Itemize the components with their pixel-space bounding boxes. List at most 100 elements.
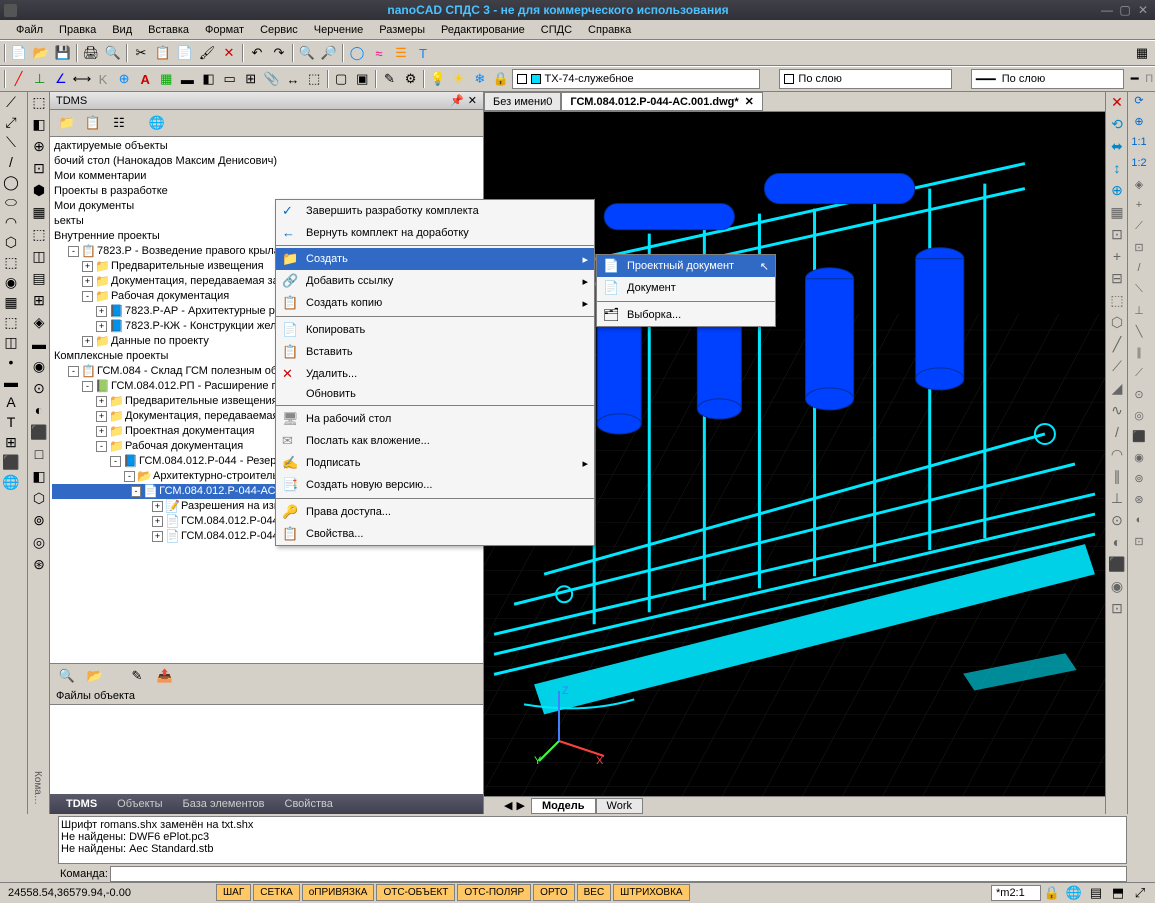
rtool2-20[interactable]: ◐ [1130, 514, 1148, 532]
rtool-16[interactable]: ◠ [1108, 446, 1126, 464]
rtool-6[interactable]: ⊡ [1108, 226, 1126, 244]
ctx-item[interactable]: ←Вернуть комплект на доработку [276, 222, 594, 243]
status-ico-2[interactable]: 🌐 [1064, 883, 1084, 903]
rtool-3[interactable]: ↕ [1108, 160, 1126, 178]
layer-icon[interactable]: ▬ [178, 69, 197, 89]
ltool-17[interactable]: ⊞ [2, 434, 20, 452]
menu-вид[interactable]: Вид [104, 22, 140, 38]
rtool2-8[interactable]: / [1130, 262, 1148, 280]
rtool2-10[interactable]: ⊥ [1130, 304, 1148, 322]
ltool-16[interactable]: T [2, 414, 20, 432]
system-icon[interactable] [4, 4, 17, 17]
ltool2-18[interactable]: ⬡ [30, 490, 48, 508]
menu-редактирование[interactable]: Редактирование [433, 22, 533, 38]
tree-toggle[interactable]: + [96, 426, 107, 437]
tree-toggle[interactable]: + [96, 321, 107, 332]
edit2-icon[interactable]: ⚙ [401, 69, 420, 89]
command-input[interactable] [110, 866, 1127, 882]
menu-сервис[interactable]: Сервис [252, 22, 306, 38]
rtool-21[interactable]: ⬛ [1108, 556, 1126, 574]
status-toggle-оПРИВЯЗКА[interactable]: оПРИВЯЗКА [302, 884, 375, 901]
rtool-8[interactable]: ⊟ [1108, 270, 1126, 288]
edit-obj-icon[interactable]: ✎ [127, 666, 147, 686]
ltool2-5[interactable]: ▦ [30, 204, 48, 222]
ltool2-14[interactable]: ◐ [30, 402, 48, 420]
filter-icon[interactable]: 📂 [85, 666, 105, 686]
tree-toggle[interactable]: - [82, 381, 93, 392]
ctx-item[interactable]: ✍Подписать▸ [276, 452, 594, 474]
rtool-7[interactable]: + [1108, 248, 1126, 266]
ltool2-3[interactable]: ⊡ [30, 160, 48, 178]
maximize-button[interactable]: ▢ [1117, 3, 1133, 17]
find-icon[interactable]: 🔍 [57, 666, 77, 686]
menu-правка[interactable]: Правка [51, 22, 104, 38]
rtool2-5[interactable]: + [1130, 199, 1148, 217]
ltool-19[interactable]: 🌐 [2, 474, 20, 492]
status-toggle-ШАГ[interactable]: ШАГ [216, 884, 251, 901]
tree-toggle[interactable]: + [82, 261, 93, 272]
tdms-tab-база элементов[interactable]: База элементов [173, 796, 275, 812]
print-icon[interactable]: 🖨 [81, 43, 101, 63]
undo-icon[interactable]: ↶ [247, 43, 267, 63]
ltool-11[interactable]: ⬚ [2, 314, 20, 332]
tree-toggle[interactable]: + [96, 396, 107, 407]
rtool-20[interactable]: ◐ [1108, 534, 1126, 552]
ctx-item[interactable]: 🖥На рабочий стол [276, 408, 594, 430]
rtool-1[interactable]: ⟲ [1108, 116, 1126, 134]
palette-icon[interactable]: ▦ [1132, 43, 1152, 63]
rtool2-12[interactable]: ∥ [1130, 346, 1148, 364]
tdms-view2-icon[interactable]: 📋 [83, 113, 103, 133]
ltool-15[interactable]: A [2, 394, 20, 412]
style2-icon[interactable]: ▣ [353, 69, 372, 89]
ltool2-17[interactable]: ◧ [30, 468, 48, 486]
rtool2-1[interactable]: ⊕ [1130, 115, 1148, 133]
ltool-0[interactable]: ⟋ [2, 94, 20, 112]
ltool-6[interactable]: ◠ [2, 214, 20, 232]
status-ico-1[interactable]: 🔒 [1042, 883, 1062, 903]
linetype-combo[interactable]: ━━━ По слою [971, 69, 1124, 89]
clip-icon[interactable]: 📎 [262, 69, 281, 89]
zoom-window-icon[interactable]: 🔎 [319, 43, 339, 63]
close-tab-icon[interactable]: ✕ [745, 95, 754, 108]
ltool-4[interactable]: ◯ [2, 174, 20, 192]
zoom-icon[interactable]: 🔍 [297, 43, 317, 63]
tree-toggle[interactable]: + [96, 306, 107, 317]
new-icon[interactable]: 📄 [9, 43, 29, 63]
ltool2-19[interactable]: ⊚ [30, 512, 48, 530]
compass-icon[interactable]: ⊕ [115, 69, 134, 89]
tree-toggle[interactable]: + [82, 276, 93, 287]
style1-icon[interactable]: ▢ [332, 69, 351, 89]
edit1-icon[interactable]: ✎ [380, 69, 399, 89]
submenu-item[interactable]: 📄Проектный документ↖ [597, 255, 775, 277]
rtool2-18[interactable]: ⊚ [1130, 472, 1148, 490]
scale-field[interactable]: *m2:1 [991, 885, 1041, 901]
circle-tool-icon[interactable]: ◯ [347, 43, 367, 63]
tree-toggle[interactable]: + [96, 411, 107, 422]
ctx-item[interactable]: 📋Свойства... [276, 523, 594, 545]
rtool-12[interactable]: ⟋ [1108, 358, 1126, 376]
ltool2-6[interactable]: ⬚ [30, 226, 48, 244]
ltool-2[interactable]: ⟍ [2, 134, 20, 152]
ltool-18[interactable]: ⬛ [2, 454, 20, 472]
ltool2-12[interactable]: ◉ [30, 358, 48, 376]
tab-work[interactable]: Work [596, 798, 643, 814]
tree-toggle[interactable]: - [96, 441, 107, 452]
text-a-icon[interactable]: A [136, 69, 155, 89]
rtool2-3[interactable]: 1:2 [1130, 157, 1148, 175]
status-ico-4[interactable]: ⬒ [1108, 883, 1128, 903]
tdms-tab-свойства[interactable]: Свойства [275, 796, 343, 812]
tree-row[interactable]: Мои комментарии [52, 169, 481, 184]
ctx-item[interactable]: ✓Завершить разработку комплекта [276, 200, 594, 222]
menu-размеры[interactable]: Размеры [371, 22, 433, 38]
lines-tool-icon[interactable]: ≈ [369, 43, 389, 63]
k-icon[interactable]: K [93, 69, 112, 89]
status-toggle-ШТРИХОВКА[interactable]: ШТРИХОВКА [613, 884, 689, 901]
rtool2-19[interactable]: ⊛ [1130, 493, 1148, 511]
rtool2-0[interactable]: ⟳ [1130, 94, 1148, 112]
rect-icon[interactable]: ▭ [220, 69, 239, 89]
ctx-item[interactable]: ✕Удалить... [276, 363, 594, 385]
ltool-13[interactable]: • [2, 354, 20, 372]
ltool2-16[interactable]: □ [30, 446, 48, 464]
preview-icon[interactable]: 🔍 [103, 43, 123, 63]
lineweight-icon[interactable]: ━ [1125, 69, 1144, 89]
